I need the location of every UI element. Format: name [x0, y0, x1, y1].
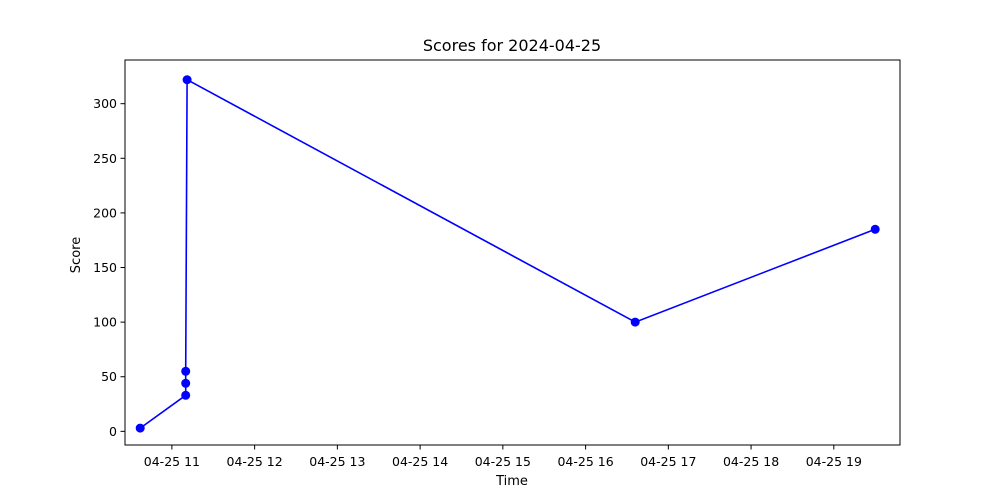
chart-title: Scores for 2024-04-25: [423, 36, 601, 55]
x-axis-label: Time: [495, 474, 528, 489]
data-point: [181, 366, 191, 376]
data-point: [135, 423, 145, 433]
x-tick-label: 04-25 11: [144, 454, 200, 469]
y-tick-label: 100: [93, 315, 117, 330]
x-tick-label: 04-25 16: [557, 454, 613, 469]
y-tick-label: 150: [93, 260, 117, 275]
data-point: [181, 378, 191, 388]
x-tick-label: 04-25 15: [475, 454, 531, 469]
y-tick-label: 250: [93, 151, 117, 166]
y-tick-label: 200: [93, 205, 117, 220]
x-tick-label: 04-25 13: [309, 454, 365, 469]
y-tick-label: 50: [101, 369, 117, 384]
x-tick-label: 04-25 17: [640, 454, 696, 469]
x-tick-label: 04-25 12: [227, 454, 283, 469]
data-point: [182, 75, 192, 85]
data-point: [870, 224, 880, 234]
y-tick-label: 0: [109, 424, 117, 439]
data-point: [630, 317, 640, 327]
x-tick-label: 04-25 19: [806, 454, 862, 469]
y-axis-label: Score: [69, 237, 84, 273]
x-tick-label: 04-25 18: [723, 454, 779, 469]
y-tick-label: 300: [93, 96, 117, 111]
data-point: [181, 390, 191, 400]
axes-frame: [124, 59, 901, 446]
x-tick-label: 04-25 14: [392, 454, 448, 469]
plot-area: 0 50 100 150 200 250 300 04-25 11 04-25 12 04-25 …: [93, 59, 901, 469]
